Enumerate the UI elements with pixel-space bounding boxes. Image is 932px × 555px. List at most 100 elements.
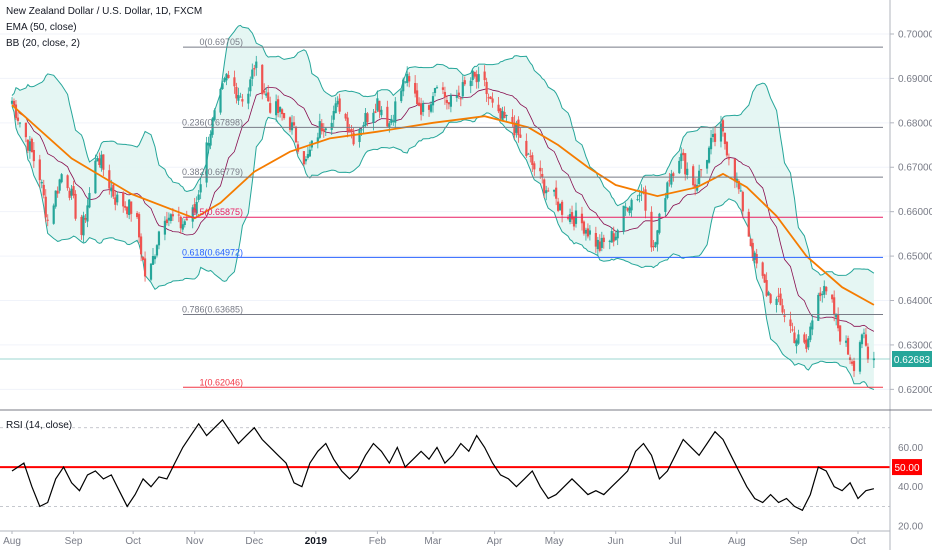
candle-body (330, 122, 333, 130)
rsi-axis-label: 20.00 (898, 522, 923, 533)
candle-body (280, 109, 284, 115)
time-axis-label: Jun (608, 536, 624, 547)
candle-body (825, 286, 828, 292)
candle-body (380, 109, 383, 116)
last-price-tag (892, 351, 932, 368)
candle-body (241, 99, 244, 102)
candle-body (809, 326, 812, 340)
candle-body (670, 173, 673, 185)
candle-body (402, 79, 405, 92)
candle-body (88, 192, 91, 208)
candle-body (46, 219, 49, 221)
price-axis-label: 0.62000 (898, 385, 932, 396)
candle-body (181, 224, 184, 230)
candle-body (793, 332, 796, 344)
candle-body (624, 206, 627, 209)
candle-body (767, 292, 770, 296)
candle-body (511, 116, 514, 124)
candle-body (513, 122, 516, 136)
candle-body (749, 238, 752, 247)
candle-body (614, 236, 617, 241)
candle-body (207, 143, 210, 146)
time-axis-label: Feb (369, 536, 387, 547)
candle-body (473, 71, 476, 77)
candle-body (265, 93, 268, 96)
candle-body (489, 96, 492, 100)
candle-body (711, 134, 715, 138)
candle-body (765, 280, 768, 296)
price-axis-label: 0.64000 (898, 296, 932, 307)
bb-basis-line (11, 86, 875, 332)
candle-body (350, 129, 353, 132)
candle-body (165, 219, 169, 224)
candle-body (555, 187, 558, 199)
candle-body (435, 87, 439, 89)
candle-body (431, 96, 435, 106)
candle-body (471, 70, 474, 80)
rsi-line (11, 418, 875, 512)
candle-body (400, 90, 403, 102)
candle-body (626, 208, 629, 211)
candle-body (652, 246, 655, 248)
candle-body (686, 168, 689, 175)
candle-body (378, 100, 381, 113)
candle-body (306, 154, 310, 158)
candle-body (116, 194, 119, 203)
candle-body (225, 73, 228, 81)
candle-body (680, 153, 683, 162)
candle-body (457, 92, 460, 96)
price-axis-label: 0.68000 (898, 118, 932, 129)
candle-body (155, 245, 159, 256)
candle-body (837, 314, 840, 329)
candle-body (594, 232, 597, 247)
candle-body (374, 111, 377, 113)
candle-body (739, 190, 742, 192)
candle-body (136, 213, 139, 218)
candle-body (533, 163, 536, 170)
candle-body (584, 229, 588, 234)
candle-body (503, 111, 506, 119)
candle-body (668, 180, 671, 182)
candle-body (408, 76, 411, 82)
candle-body (199, 184, 202, 193)
candle-body (751, 242, 754, 259)
rsi-legend[interactable]: RSI (14, close) (6, 420, 73, 431)
rsi-level-value: 50.00 (894, 463, 919, 474)
candle-body (803, 334, 806, 343)
candle-body (386, 106, 389, 127)
candle-body (570, 212, 574, 220)
candle-body (404, 81, 407, 83)
ema-legend[interactable]: EMA (50, close) (6, 22, 77, 33)
candle-body (100, 154, 103, 169)
fib-level-label: 0.236(0.67898) (182, 117, 243, 127)
candle-body (525, 140, 528, 156)
candle-body (38, 159, 41, 181)
candle-body (308, 149, 311, 157)
candle-body (586, 228, 590, 237)
candle-body (638, 194, 641, 197)
fib-level-label: 1(0.62046) (199, 377, 243, 387)
bb-fill (12, 25, 874, 390)
candle-body (12, 100, 16, 105)
fib-level-label: 0(0.69705) (199, 37, 243, 47)
candle-body (791, 329, 794, 331)
price-axis-label: 0.63000 (898, 340, 932, 351)
bb-legend[interactable]: BB (20, close, 2) (6, 38, 80, 49)
candle-body (777, 295, 780, 297)
candle-body (72, 186, 75, 196)
candle-body (483, 71, 486, 81)
candle-body (737, 181, 740, 190)
candle-body (98, 158, 101, 166)
candle-body (28, 141, 31, 152)
candle-body (459, 98, 462, 100)
symbol-title[interactable]: New Zealand Dollar / U.S. Dollar, 1D, FX… (6, 6, 203, 17)
candle-body (94, 160, 97, 194)
rsi-level-tag (892, 459, 922, 476)
candle-body (519, 134, 522, 138)
candle-body (630, 199, 633, 211)
candle-body (263, 91, 266, 93)
candle-body (70, 188, 73, 196)
candle-body (455, 95, 458, 98)
candle-body (277, 99, 280, 113)
